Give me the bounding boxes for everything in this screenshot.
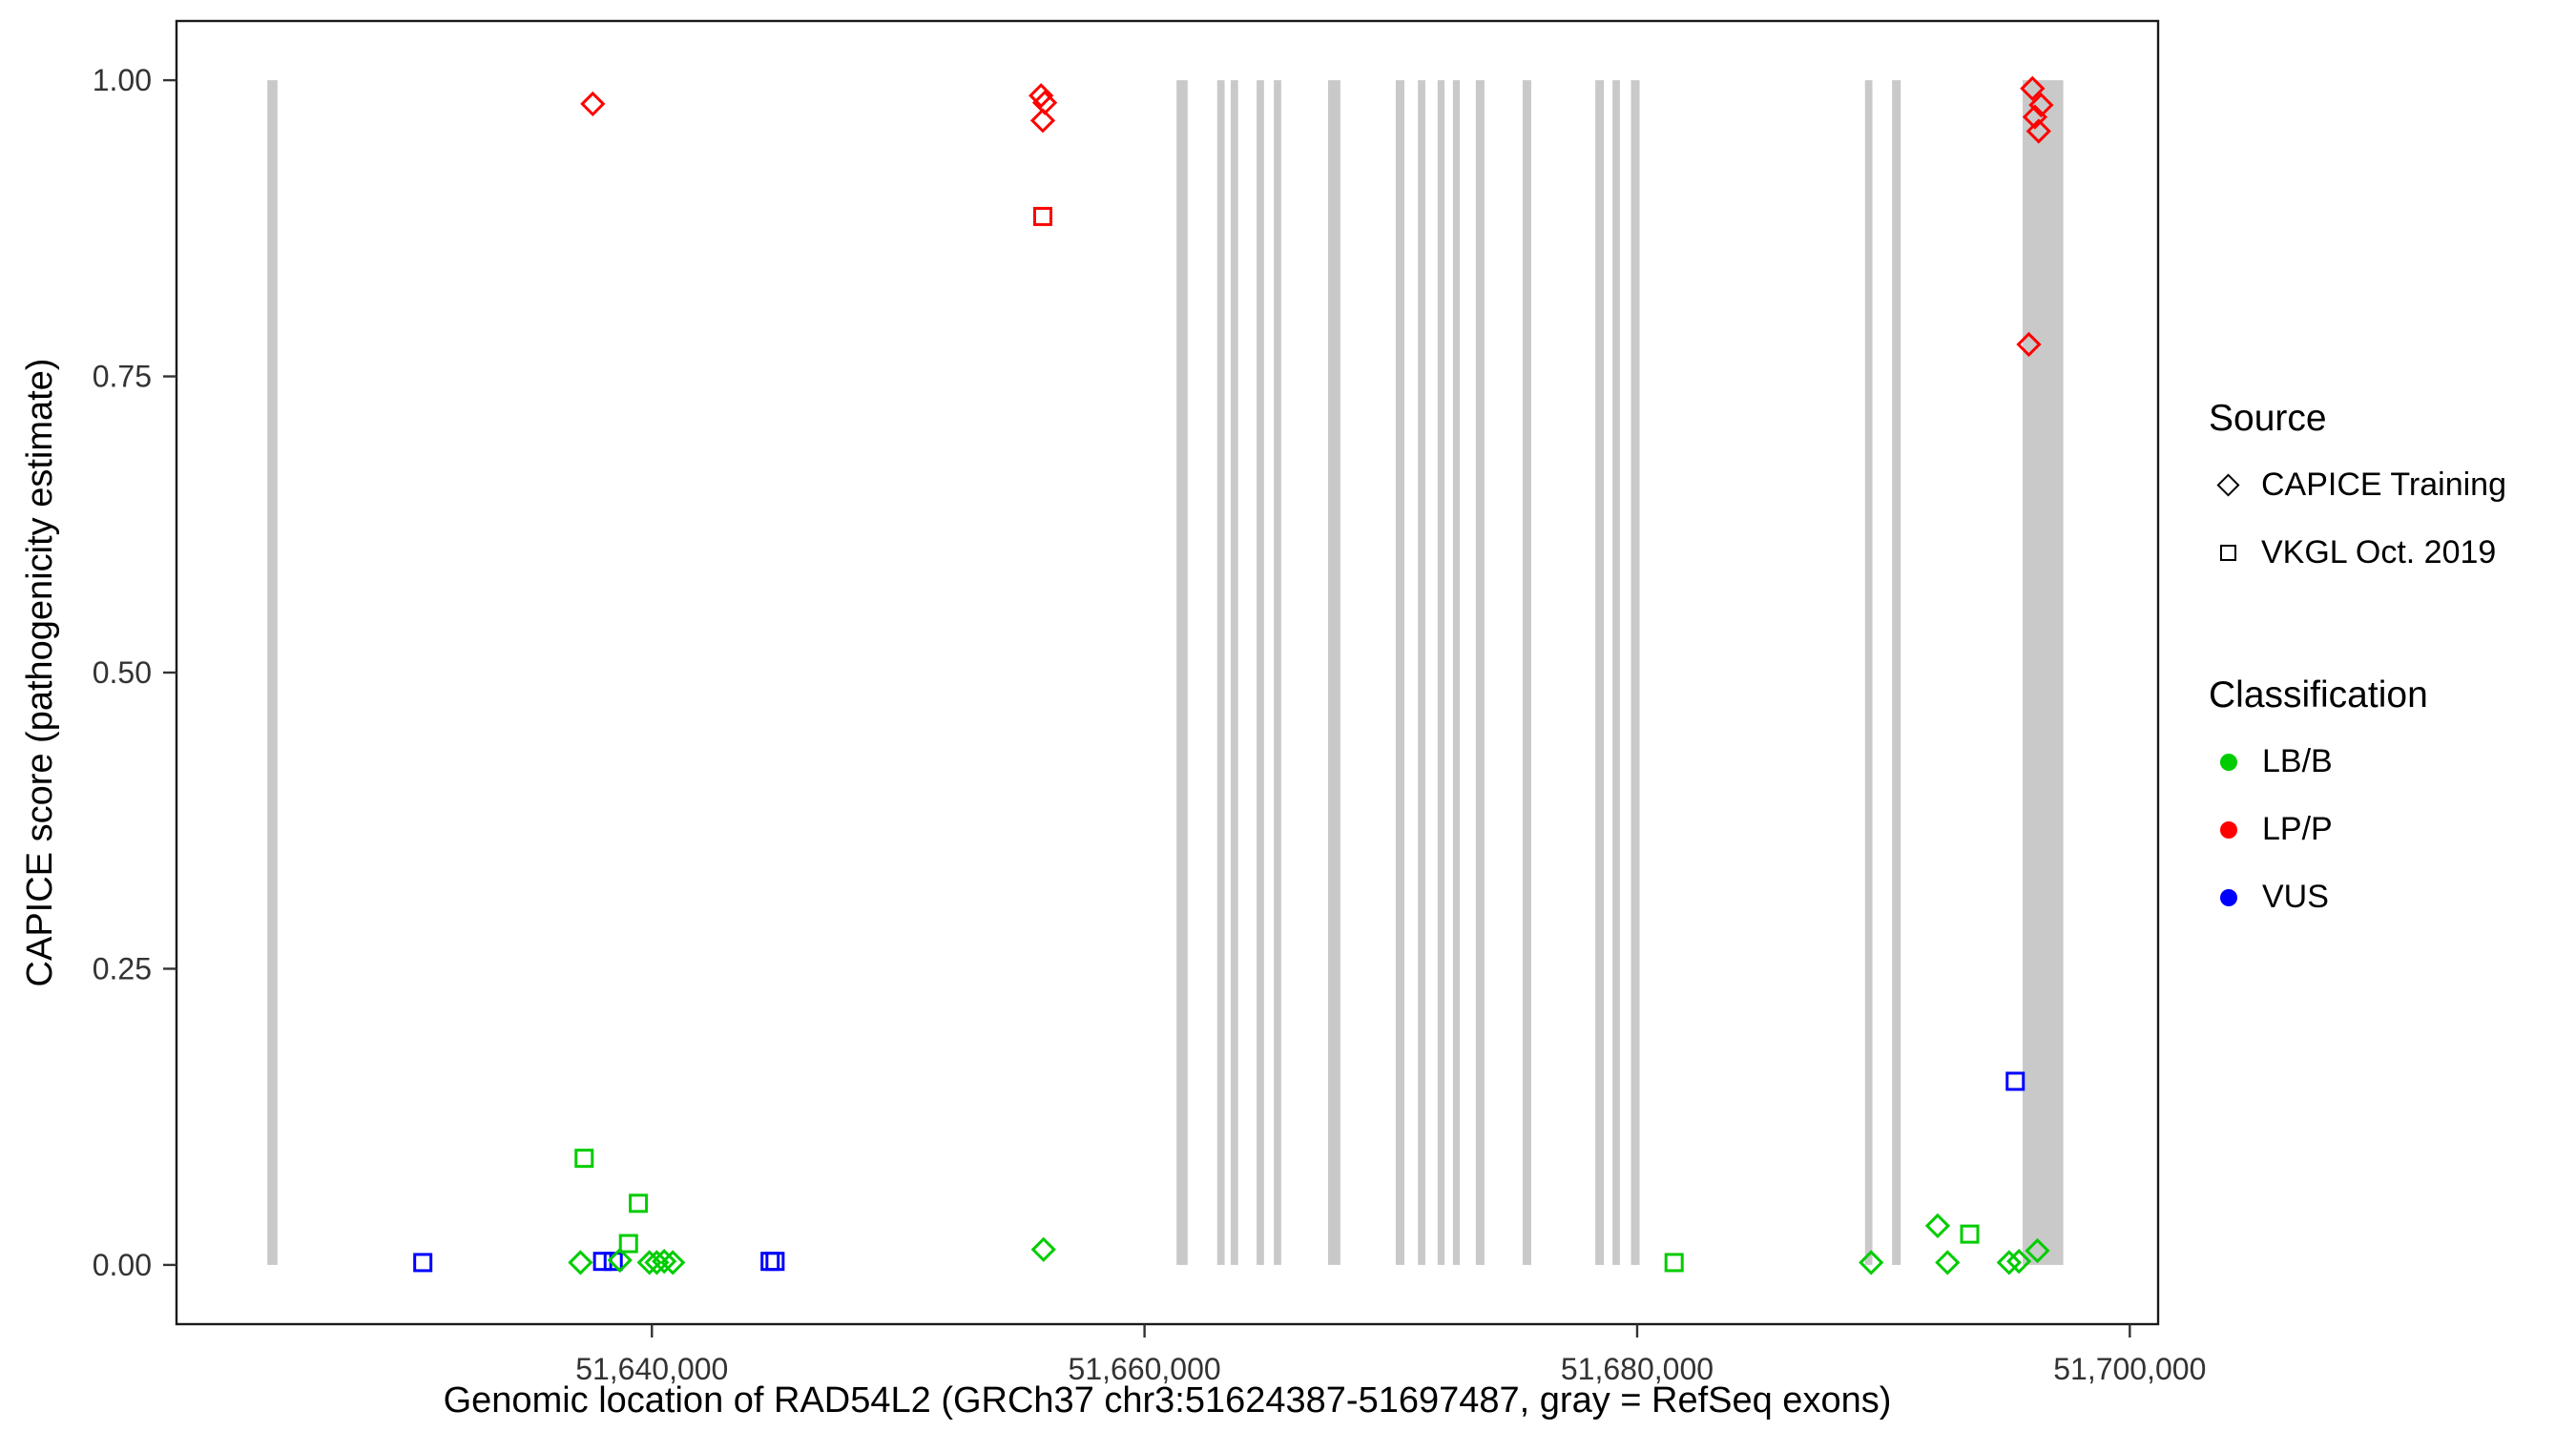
data-point-diamond: [2006, 1249, 2032, 1275]
panel-border: [175, 19, 2160, 1326]
diamond-glyph-icon: [2216, 473, 2240, 497]
data-point-square: [2005, 1071, 2025, 1091]
refseq-exon-band: [1327, 80, 1340, 1265]
lpp-dot-icon: [2220, 820, 2237, 839]
refseq-exon-band: [1176, 80, 1188, 1265]
x-tick-label: 51,680,000: [1561, 1352, 1714, 1386]
refseq-exon-band: [1274, 80, 1281, 1265]
refseq-exon-band: [267, 80, 278, 1265]
data-point-diamond: [2025, 118, 2051, 144]
refseq-exon-band: [1631, 80, 1640, 1265]
refseq-exon-band: [1437, 80, 1445, 1265]
refseq-exon-band: [1892, 80, 1901, 1265]
refseq-exon-band: [1216, 80, 1225, 1265]
data-point-diamond: [1924, 1213, 1951, 1239]
y-tick-label: 0.50: [93, 655, 152, 690]
legend-item-label: CAPICE Training: [2261, 467, 2506, 503]
refseq-exon-band: [1395, 80, 1404, 1265]
refseq-exon-band: [1452, 80, 1461, 1265]
data-point-square: [618, 1234, 638, 1254]
refseq-exon-band: [1230, 80, 1238, 1265]
data-point-diamond: [660, 1250, 686, 1275]
data-point-square: [603, 1252, 623, 1272]
refseq-exon-band: [1864, 80, 1873, 1265]
data-point-square: [1032, 206, 1052, 226]
data-point-diamond: [2022, 104, 2048, 130]
lbb-dot-icon: [2220, 753, 2237, 771]
data-point-diamond: [652, 1249, 677, 1275]
legend-item-capice-training: CAPICE Training: [2209, 451, 2506, 519]
y-tick-label: 0.75: [93, 360, 152, 394]
legend-item-label: LP/P: [2262, 811, 2333, 847]
legend-item-vus: VUS: [2209, 863, 2428, 931]
y-axis-title: CAPICE score (pathogenicity estimate): [20, 358, 60, 987]
legend-item-label: VUS: [2262, 879, 2329, 915]
y-tick-label: 0.25: [93, 951, 152, 985]
refseq-exon-band: [1418, 80, 1425, 1265]
refseq-exon-band: [1612, 80, 1620, 1265]
x-axis-title: Genomic location of RAD54L2 (GRCh37 chr3…: [443, 1380, 1892, 1421]
legend-source-title: Source: [2209, 398, 2327, 439]
data-point-diamond: [1859, 1250, 1884, 1275]
legend-classification: Classification LB/B LP/P VUS: [2209, 673, 2428, 931]
data-point-square: [629, 1193, 649, 1213]
x-tick-label: 51,700,000: [2053, 1352, 2206, 1386]
legend-classification-title: Classification: [2209, 674, 2428, 716]
data-point-diamond: [607, 1247, 633, 1274]
data-point-square: [1664, 1253, 1684, 1273]
data-point-diamond: [1029, 108, 1056, 134]
refseq-exon-band: [1475, 80, 1485, 1265]
refseq-exon-band: [1257, 80, 1264, 1265]
y-tick-label: 1.00: [93, 63, 152, 97]
x-tick-label: 51,660,000: [1069, 1352, 1221, 1386]
data-point-diamond: [580, 91, 606, 117]
y-tick-label: 0.00: [93, 1248, 152, 1282]
data-point-diamond: [1996, 1250, 2022, 1275]
refseq-exon-band: [1522, 80, 1531, 1265]
vus-dot-icon: [2220, 888, 2237, 906]
data-point-diamond: [2016, 331, 2042, 358]
data-point-diamond: [2020, 75, 2046, 101]
data-point-diamond: [1935, 1250, 1961, 1275]
data-point-diamond: [2025, 1237, 2050, 1264]
legend-item-label: VKGL Oct. 2019: [2261, 534, 2497, 570]
data-point-square: [765, 1252, 785, 1272]
legend-item-lpp: LP/P: [2209, 796, 2428, 863]
data-point-square: [413, 1253, 433, 1273]
data-point-diamond: [2028, 93, 2054, 118]
square-glyph-icon: [2220, 545, 2236, 561]
legend-source: Source CAPICE Training VKGL Oct. 2019: [2209, 396, 2506, 587]
refseq-exon-band: [1595, 80, 1605, 1265]
legend-item-lbb: LB/B: [2209, 728, 2428, 796]
legend-item-label: LB/B: [2262, 743, 2333, 779]
refseq-exon-band: [2023, 80, 2064, 1265]
x-tick-label: 51,640,000: [575, 1352, 728, 1386]
data-point-square: [574, 1149, 594, 1169]
data-point-square: [592, 1252, 613, 1272]
legend-item-vkgl: VKGL Oct. 2019: [2209, 519, 2506, 587]
data-point-square: [1960, 1224, 1980, 1244]
data-point-diamond: [1030, 1236, 1056, 1262]
data-point-diamond: [1028, 83, 1054, 109]
data-point-square: [760, 1252, 780, 1272]
data-point-diamond: [568, 1250, 593, 1275]
